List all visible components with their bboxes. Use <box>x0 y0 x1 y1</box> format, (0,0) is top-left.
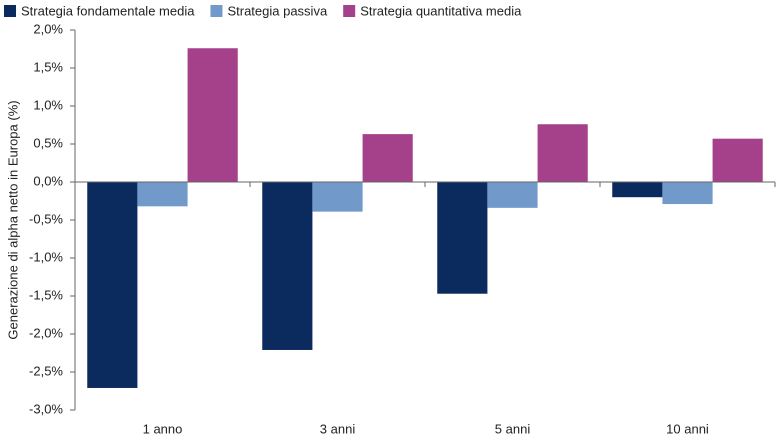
y-tick-label: -1,5% <box>29 287 63 302</box>
y-tick-label: -1,0% <box>29 249 63 264</box>
legend-swatch <box>343 5 356 17</box>
bar <box>712 138 763 182</box>
bar <box>487 182 538 208</box>
bar <box>137 182 188 207</box>
bar <box>187 48 238 182</box>
bar <box>537 124 588 182</box>
y-tick-label: -2,5% <box>29 363 63 378</box>
bar <box>662 182 713 205</box>
y-tick-label: -0,5% <box>29 211 63 226</box>
y-tick-label: 2,0% <box>33 21 63 36</box>
bar <box>312 182 363 212</box>
y-tick-label: -3,0% <box>29 401 63 416</box>
bar <box>362 134 413 182</box>
x-tick-label: 1 anno <box>143 421 183 436</box>
y-tick-label: -2,0% <box>29 325 63 340</box>
bar <box>437 182 488 294</box>
legend-label: Strategia quantitativa media <box>360 3 522 18</box>
x-tick-label: 10 anni <box>666 421 709 436</box>
x-tick-label: 5 anni <box>495 421 531 436</box>
y-axis-title: Generazione di alpha netto in Europa (%) <box>5 100 20 339</box>
bar <box>612 182 663 198</box>
legend-label: Strategia fondamentale media <box>21 3 195 18</box>
y-tick-label: 1,0% <box>33 97 63 112</box>
bar <box>87 182 138 388</box>
x-tick-label: 3 anni <box>320 421 356 436</box>
y-tick-label: 0,5% <box>33 135 63 150</box>
legend-label: Strategia passiva <box>227 3 327 18</box>
bar <box>262 182 313 350</box>
legend-swatch <box>210 5 223 17</box>
legend-swatch <box>4 5 16 17</box>
y-tick-label: 0,0% <box>33 173 63 188</box>
y-tick-label: 1,5% <box>33 59 63 74</box>
